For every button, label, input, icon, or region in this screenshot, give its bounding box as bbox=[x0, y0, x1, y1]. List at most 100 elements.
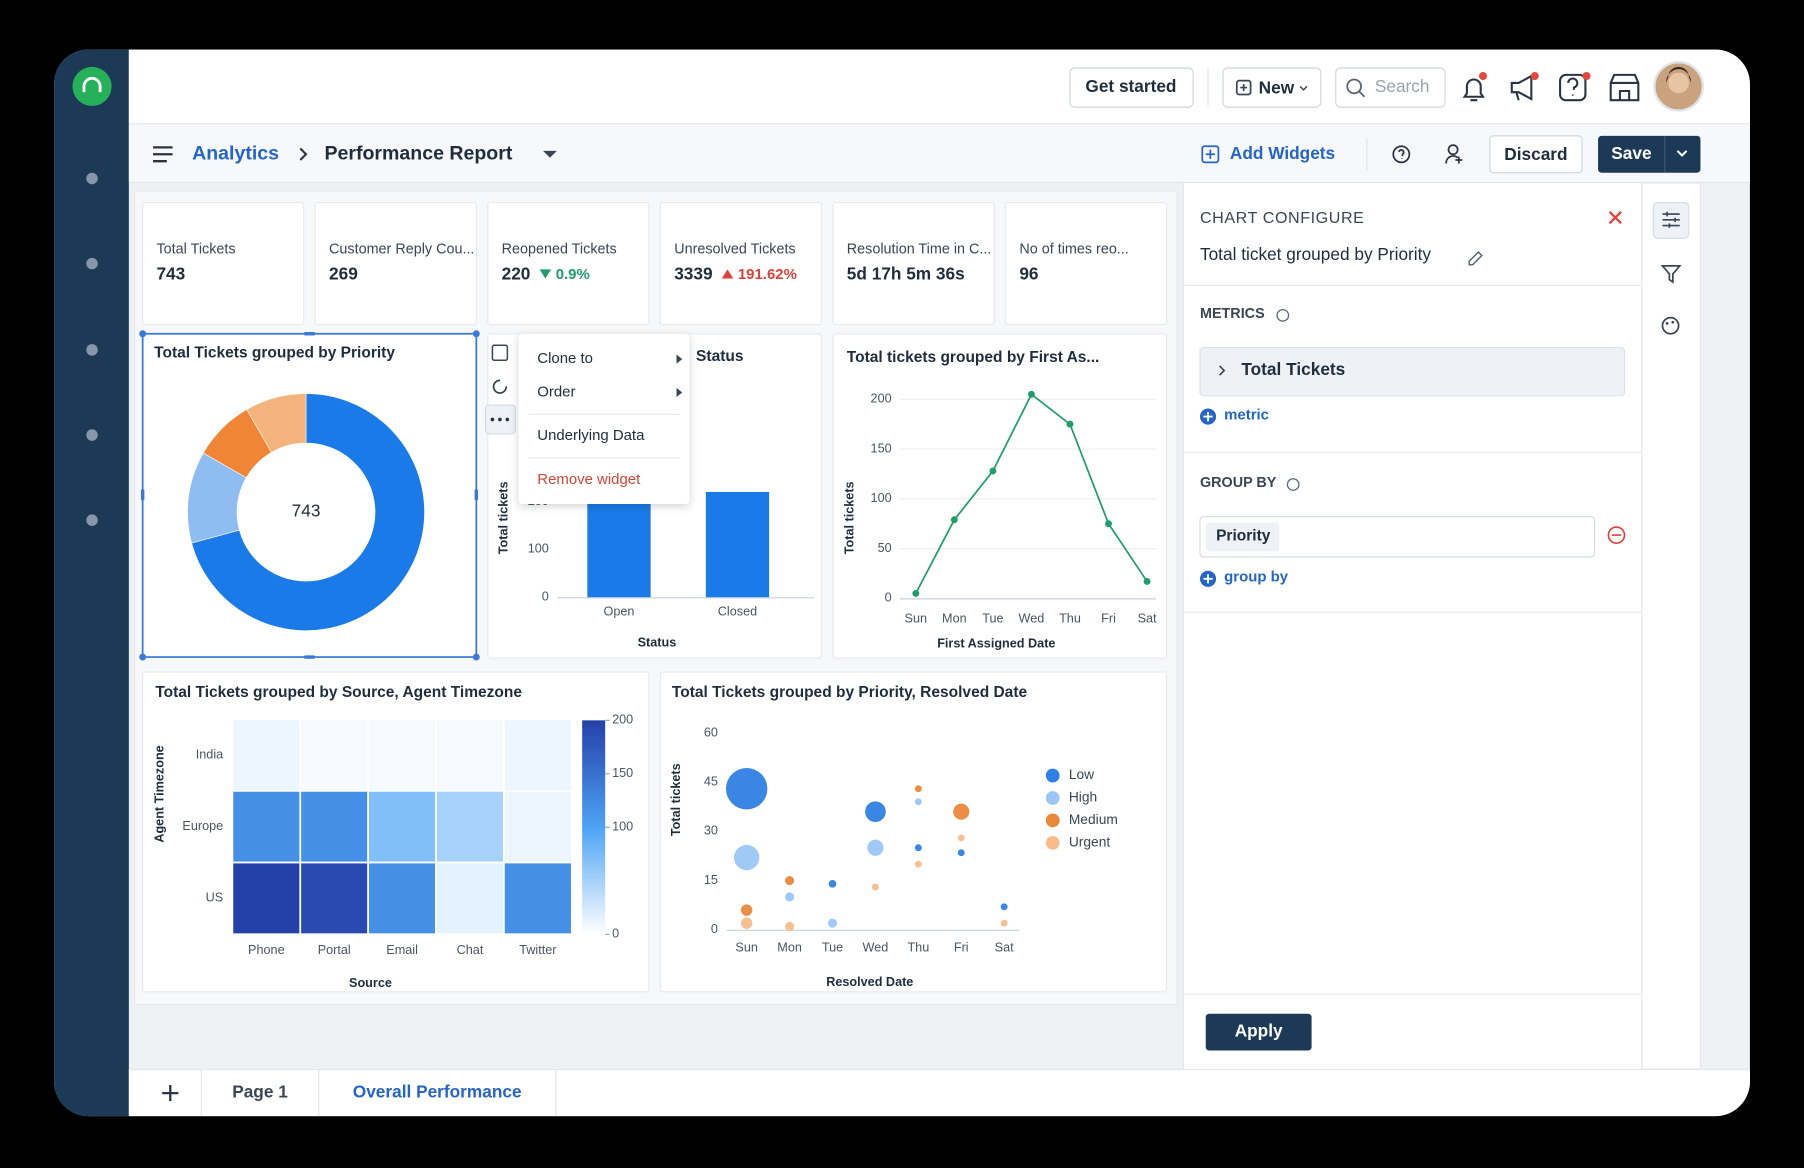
help-icon-glyph bbox=[1567, 77, 1579, 96]
bubble bbox=[953, 803, 970, 820]
filter-icon[interactable] bbox=[1660, 265, 1682, 284]
search-icon bbox=[1358, 90, 1366, 98]
heatmap-cell bbox=[367, 718, 437, 792]
resize-handle bbox=[139, 653, 147, 661]
add-widgets-link: Add Widgets bbox=[1230, 143, 1335, 163]
share-icon[interactable] bbox=[1447, 144, 1459, 156]
help-icon[interactable] bbox=[1559, 73, 1587, 102]
tab-bar bbox=[128, 1068, 1750, 1117]
y-tick-label: 30 bbox=[704, 824, 718, 838]
axis-title: Total tickets bbox=[669, 763, 683, 836]
breadcrumb-link: Analytics bbox=[192, 142, 279, 164]
x-tick-label: Wed bbox=[863, 940, 889, 954]
logo[interactable] bbox=[72, 66, 112, 106]
color-scale-label: 0 bbox=[612, 927, 619, 941]
section-label: METRICS bbox=[1200, 306, 1265, 322]
menu-item[interactable]: Order bbox=[537, 383, 575, 400]
badge bbox=[1478, 72, 1488, 81]
x-tick-label: Portal bbox=[318, 943, 351, 957]
menu-item[interactable]: Underlying Data bbox=[537, 427, 645, 444]
bar bbox=[587, 487, 651, 598]
panel-chart-title: Total ticket grouped by Priority bbox=[1200, 244, 1431, 264]
new-icon-plus bbox=[1240, 84, 1248, 92]
nav-dot[interactable] bbox=[86, 344, 98, 356]
line-point bbox=[1143, 578, 1151, 585]
metric-box[interactable] bbox=[1199, 346, 1626, 397]
megaphone-icon[interactable] bbox=[1510, 74, 1533, 101]
bubble bbox=[871, 883, 879, 891]
x-tick-label: Thu bbox=[1059, 611, 1081, 625]
get-started-button[interactable] bbox=[1069, 67, 1194, 108]
discard-button[interactable] bbox=[1489, 135, 1583, 174]
bubble bbox=[867, 839, 884, 856]
kpi-label: No of times reo... bbox=[1019, 242, 1128, 258]
group-by-chip bbox=[1205, 522, 1280, 552]
help-icon-glyph bbox=[1398, 149, 1405, 159]
menu-icon[interactable] bbox=[153, 146, 173, 163]
dropdown-icon[interactable] bbox=[543, 150, 557, 158]
new-button[interactable] bbox=[1222, 67, 1322, 108]
info-icon[interactable] bbox=[1276, 308, 1290, 322]
bubble bbox=[914, 844, 922, 852]
remove-icon[interactable] bbox=[1607, 526, 1626, 544]
donut-segment bbox=[191, 393, 425, 631]
submenu-arrow bbox=[676, 387, 683, 398]
legend-label: High bbox=[1069, 790, 1097, 805]
legend-swatch bbox=[1045, 791, 1060, 805]
chevron[interactable] bbox=[1676, 150, 1688, 157]
search-box[interactable] bbox=[1335, 67, 1446, 108]
nav-dot[interactable] bbox=[86, 257, 98, 270]
kpi-card bbox=[142, 202, 305, 326]
store-icon[interactable] bbox=[1609, 73, 1640, 102]
line-point bbox=[989, 467, 997, 475]
add-page-icon[interactable] bbox=[162, 1085, 179, 1102]
more-dot bbox=[498, 417, 502, 422]
more-dot bbox=[490, 417, 495, 422]
bubble bbox=[828, 879, 837, 888]
close-icon[interactable] bbox=[1608, 210, 1622, 225]
palette-icon[interactable] bbox=[1661, 316, 1680, 335]
save-button[interactable] bbox=[1598, 135, 1701, 173]
heatmap-cell bbox=[503, 789, 573, 864]
expand-icon[interactable] bbox=[491, 344, 509, 361]
kpi-card bbox=[487, 202, 650, 326]
help-icon[interactable] bbox=[1392, 145, 1411, 164]
nav-dot[interactable] bbox=[86, 172, 98, 185]
axis-title: Resolved Date bbox=[826, 975, 913, 989]
sidebar-nav bbox=[86, 172, 98, 526]
x-tick-label: Phone bbox=[248, 943, 285, 957]
add-icon-plus bbox=[1203, 411, 1213, 422]
button-label: Discard bbox=[1504, 144, 1567, 164]
menu-item[interactable]: Remove widget bbox=[537, 471, 641, 488]
refresh-icon[interactable] bbox=[492, 379, 508, 394]
add-widgets-icon bbox=[1201, 145, 1220, 164]
resize-handle bbox=[303, 332, 316, 336]
kpi-label: Unresolved Tickets bbox=[674, 242, 795, 258]
bubble bbox=[740, 917, 753, 929]
bubble bbox=[957, 849, 965, 857]
group-by-input[interactable] bbox=[1199, 516, 1596, 558]
color-scale-label: 150 bbox=[612, 766, 633, 780]
nav-dot[interactable] bbox=[86, 514, 98, 526]
axis-title: Source bbox=[349, 976, 392, 990]
add-widgets-icon bbox=[1205, 149, 1215, 159]
bubble bbox=[865, 801, 886, 823]
page-tab[interactable]: Overall Performance bbox=[353, 1082, 522, 1102]
widget-title: Total Tickets grouped by Priority, Resol… bbox=[672, 684, 1028, 701]
share-icon bbox=[1445, 155, 1463, 164]
kpi-label: Reopened Tickets bbox=[502, 242, 617, 258]
nav-dot[interactable] bbox=[86, 429, 98, 441]
kpi-value: 743 bbox=[156, 264, 185, 284]
y-tick-label: 100 bbox=[871, 491, 892, 505]
bubble bbox=[914, 785, 922, 793]
info-icon[interactable] bbox=[1286, 478, 1300, 491]
y-tick-label: 100 bbox=[528, 542, 549, 556]
page-tab[interactable]: Page 1 bbox=[232, 1082, 288, 1102]
menu-item[interactable]: Clone to bbox=[537, 350, 593, 367]
x-tick-label: Wed bbox=[1019, 611, 1045, 625]
apply-button[interactable] bbox=[1205, 1013, 1312, 1051]
x-tick-label: Closed bbox=[718, 605, 757, 619]
bell-icon[interactable] bbox=[1462, 78, 1485, 102]
edit-icon[interactable] bbox=[1468, 251, 1483, 266]
